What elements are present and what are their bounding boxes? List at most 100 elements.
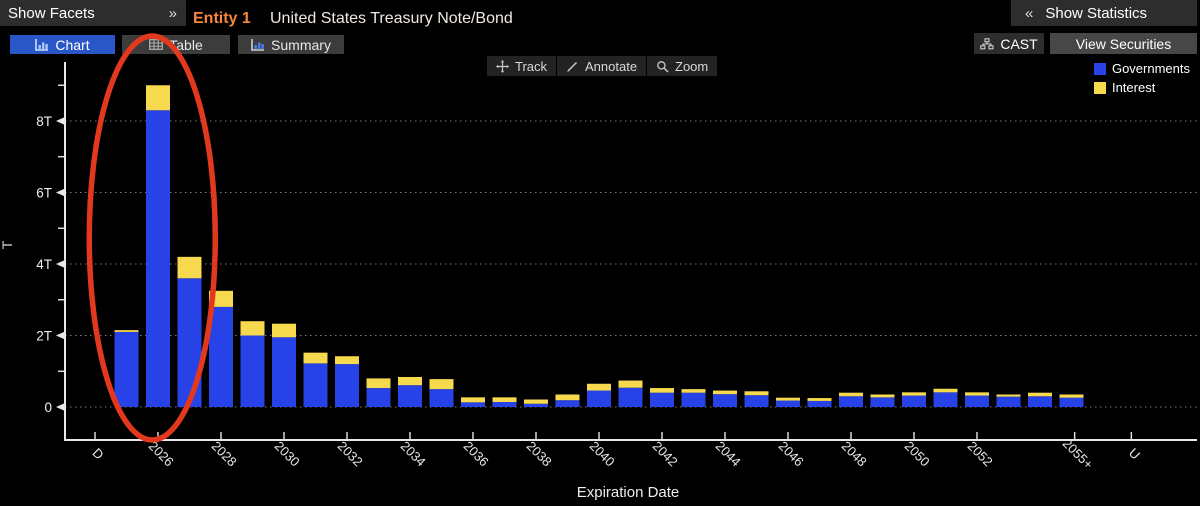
- bar-governments-2052[interactable]: [965, 395, 989, 407]
- bar-governments-2039[interactable]: [555, 400, 580, 407]
- y-tick-label: 2T: [36, 329, 52, 344]
- x-tick-label: 2055+: [1060, 436, 1096, 472]
- view-securities-button[interactable]: View Securities: [1050, 33, 1197, 54]
- x-tick-label: 2040: [587, 438, 618, 469]
- bar-governments-2025[interactable]: [114, 331, 139, 407]
- bar-governments-2042[interactable]: [650, 392, 674, 407]
- bar-chart-icon: [251, 38, 265, 51]
- tab-summary[interactable]: Summary: [238, 35, 344, 54]
- bar-governments-2027[interactable]: [177, 278, 202, 407]
- bar-interest-2045[interactable]: [744, 391, 769, 396]
- bar-governments-2034[interactable]: [398, 385, 422, 407]
- bar-interest-2054[interactable]: [1028, 392, 1052, 397]
- bar-governments-2047[interactable]: [807, 400, 832, 407]
- bar-interest-2028[interactable]: [209, 290, 233, 307]
- bar-governments-2055[interactable]: [1059, 397, 1084, 407]
- bar-governments-2032[interactable]: [335, 364, 359, 407]
- bar-interest-2029[interactable]: [240, 321, 265, 336]
- show-facets-button[interactable]: Show Facets »: [0, 0, 186, 26]
- annotate-button[interactable]: Annotate: [557, 56, 647, 76]
- bar-interest-2036[interactable]: [461, 397, 485, 403]
- axes: 0 2T 4T 6T 8T D 2026 2028 2030 2032 2034 2036 2038 20…: [36, 62, 1197, 472]
- y-axis-title: T: [0, 240, 15, 249]
- bar-interest-2047[interactable]: [807, 398, 832, 401]
- bar-interest-2032[interactable]: [335, 356, 359, 365]
- bar-governments-2026[interactable]: [146, 110, 170, 408]
- cast-button[interactable]: CAST: [974, 33, 1044, 54]
- show-statistics-label: Show Statistics: [1045, 4, 1148, 22]
- chevron-left-icon[interactable]: «: [1025, 4, 1034, 22]
- org-chart-icon: [980, 37, 994, 50]
- bar-interest-2025[interactable]: [114, 330, 139, 332]
- bar-interest-2053[interactable]: [996, 394, 1021, 397]
- bar-interest-2044[interactable]: [713, 390, 737, 395]
- bar-governments-2028[interactable]: [209, 306, 233, 407]
- bar-interest-2042[interactable]: [650, 388, 674, 393]
- bar-governments-2050[interactable]: [902, 395, 926, 407]
- bar-interest-2038[interactable]: [524, 399, 548, 404]
- bar-governments-2035[interactable]: [429, 389, 454, 407]
- bar-interest-2037[interactable]: [492, 397, 517, 402]
- chevron-right-icon[interactable]: »: [168, 4, 177, 22]
- bar-interest-2043[interactable]: [681, 389, 706, 393]
- bar-interest-2055[interactable]: [1059, 394, 1084, 398]
- tab-chart[interactable]: Chart: [10, 35, 115, 54]
- bar-governments-2045[interactable]: [744, 395, 769, 407]
- y-tick-label: 8T: [36, 114, 52, 129]
- tab-summary-label: Summary: [271, 36, 331, 53]
- bar-governments-2038[interactable]: [524, 403, 548, 407]
- zoom-button[interactable]: Zoom: [647, 56, 718, 76]
- bar-interest-2034[interactable]: [398, 376, 422, 386]
- bar-governments-2040[interactable]: [587, 390, 611, 407]
- bar-interest-2026[interactable]: [146, 85, 170, 111]
- annotate-label: Annotate: [585, 58, 638, 74]
- bar-governments-2036[interactable]: [461, 402, 485, 407]
- track-button[interactable]: Track: [487, 56, 557, 76]
- bar-interest-2031[interactable]: [303, 352, 328, 364]
- bar-interest-2048[interactable]: [839, 392, 863, 397]
- bars: [114, 85, 1084, 408]
- bar-interest-2039[interactable]: [555, 394, 580, 401]
- tab-table[interactable]: Table: [122, 35, 230, 54]
- bar-governments-2037[interactable]: [492, 401, 517, 407]
- bar-interest-2027[interactable]: [177, 256, 202, 279]
- bar-interest-2052[interactable]: [965, 392, 989, 396]
- bar-interest-2051[interactable]: [933, 388, 958, 393]
- bar-governments-2033[interactable]: [366, 388, 391, 407]
- legend-item-governments[interactable]: Governments: [1093, 61, 1190, 76]
- interest-label: Interest: [1111, 80, 1156, 95]
- bar-interest-2049[interactable]: [870, 394, 895, 398]
- magnifier-icon: [656, 60, 669, 73]
- bar-governments-2031[interactable]: [303, 363, 328, 407]
- bar-governments-2046[interactable]: [776, 400, 800, 407]
- bar-interest-2050[interactable]: [902, 392, 926, 396]
- tab-table-label: Table: [169, 36, 203, 53]
- bar-interest-2040[interactable]: [587, 383, 611, 391]
- x-tick-label: 2042: [650, 438, 681, 469]
- legend-item-interest[interactable]: Interest: [1093, 80, 1190, 95]
- bar-governments-2030[interactable]: [272, 337, 296, 407]
- bar-interest-2035[interactable]: [429, 379, 454, 390]
- bar-interest-2046[interactable]: [776, 397, 800, 401]
- cast-label: CAST: [1000, 35, 1038, 52]
- bar-interest-2033[interactable]: [366, 378, 391, 389]
- show-statistics-button[interactable]: « Show Statistics: [1011, 0, 1197, 26]
- x-tick-label: D: [90, 445, 107, 462]
- interest-swatch: [1093, 81, 1106, 94]
- y-tick-arrow: [56, 403, 65, 411]
- bar-governments-2048[interactable]: [839, 396, 863, 407]
- bar-governments-2051[interactable]: [933, 392, 958, 407]
- bar-interest-2030[interactable]: [272, 323, 296, 338]
- legend: Governments Interest: [1093, 61, 1190, 99]
- bar-governments-2029[interactable]: [240, 335, 265, 408]
- bar-governments-2044[interactable]: [713, 394, 737, 407]
- gridlines: [65, 120, 1197, 408]
- bar-governments-2054[interactable]: [1028, 396, 1052, 407]
- bar-governments-2043[interactable]: [681, 392, 706, 407]
- x-tick-label: 2030: [272, 438, 303, 469]
- bar-interest-2041[interactable]: [618, 380, 643, 388]
- bar-governments-2049[interactable]: [870, 397, 895, 407]
- x-tick-label: 2036: [461, 438, 492, 469]
- bar-governments-2041[interactable]: [618, 387, 643, 407]
- bar-governments-2053[interactable]: [996, 396, 1021, 407]
